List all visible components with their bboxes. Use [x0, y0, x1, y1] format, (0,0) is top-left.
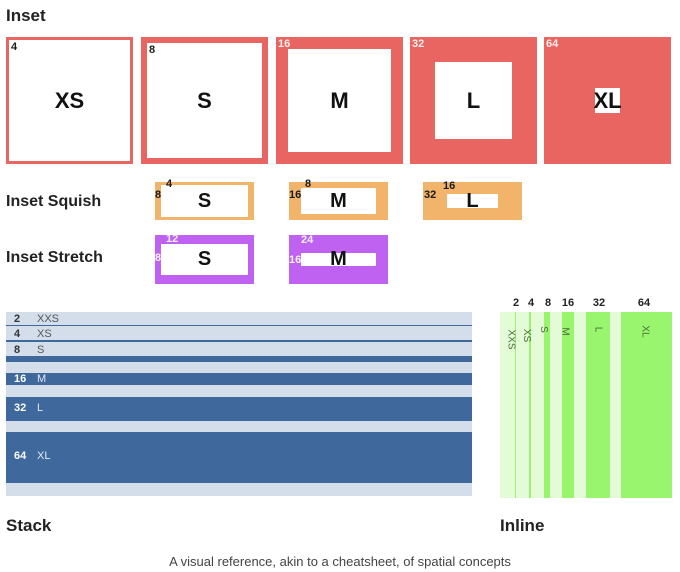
inset-box-xs: XS 4 [6, 37, 133, 164]
inline-name-xxs: XXS [505, 329, 517, 350]
stretch-content-m: M [301, 248, 376, 270]
inline-name-xs: XS [521, 328, 533, 343]
inline-name-m: M [559, 327, 571, 336]
stack-bar-m [6, 373, 472, 385]
stack-bar-s [6, 356, 472, 362]
squish-side-value-l: 32 [424, 189, 437, 201]
squish-content-l: L [447, 190, 498, 212]
inline-bar-xxs [515, 312, 516, 498]
stack-value-xxs: 2 [14, 313, 21, 325]
stack-name-xs: XS [37, 328, 52, 340]
stretch-side-value-s: 8 [155, 252, 162, 264]
inset-box-m: M 16 [276, 37, 403, 164]
squish-box-l: L 16 32 [423, 180, 522, 220]
inset-content-l: L [435, 62, 512, 139]
stack-value-l: 32 [14, 402, 27, 414]
stretch-side-value-m: 16 [289, 254, 302, 266]
figure-caption: A visual reference, akin to a cheatsheet… [169, 554, 511, 569]
inline-bar-l [586, 312, 610, 498]
inset-box-xl: XL 64 [544, 37, 671, 164]
squish-box-s: S 4 8 [155, 178, 254, 220]
inset-box-l: L 32 [410, 37, 537, 164]
stack-value-m: 16 [14, 373, 27, 385]
inline-panel: XXS XS S M L XL [500, 312, 672, 498]
inline-bar-m [562, 312, 574, 498]
stretch-box-m: M 24 16 [289, 235, 388, 284]
inline-value-s: 8 [544, 297, 552, 309]
inline-value-l: 32 [592, 297, 606, 309]
squish-box-m: M 8 16 [289, 178, 388, 220]
inline-name-xl: XL [639, 325, 651, 338]
stack-value-xs: 4 [14, 328, 21, 340]
squish-heading: Inset Squish [6, 193, 102, 210]
stretch-top-value-m: 24 [301, 234, 314, 246]
stack-name-xl: XL [37, 450, 51, 462]
stack-name-xxs: XXS [37, 313, 60, 325]
stack-value-s: 8 [14, 344, 21, 356]
inset-content-s: S [147, 43, 262, 158]
inset-heading: Inset [6, 6, 46, 25]
squish-side-value-m: 16 [289, 189, 302, 201]
inline-name-l: L [592, 326, 604, 333]
stack-bar-xxs [6, 325, 472, 326]
stack-name-l: L [37, 402, 44, 414]
inline-bar-xl [621, 312, 672, 498]
inset-content-m: M [288, 49, 391, 152]
stack-bar-l [6, 397, 472, 421]
squish-side-value-s: 8 [155, 189, 162, 201]
inset-value-l: 32 [412, 38, 425, 50]
inset-content-xl: XL [593, 87, 622, 113]
inline-value-xl: 64 [637, 297, 651, 309]
inset-value-xs: 4 [11, 41, 18, 53]
inline-value-m: 16 [561, 297, 575, 309]
squish-top-value-m: 8 [305, 178, 312, 190]
inset-value-xl: 64 [546, 38, 559, 50]
squish-content-s: S [161, 185, 248, 217]
inline-heading: Inline [500, 516, 545, 535]
inline-value-xs: 4 [527, 297, 535, 309]
inset-value-m: 16 [278, 38, 291, 50]
stack-name-s: S [37, 344, 45, 356]
inset-value-s: 8 [149, 44, 156, 56]
stretch-content-s: S [161, 244, 248, 275]
stack-value-xl: 64 [14, 450, 27, 462]
stack-bar-xl [6, 432, 472, 483]
squish-content-m: M [301, 188, 376, 214]
stack-name-m: M [37, 373, 47, 385]
inset-box-s: S 8 [141, 37, 268, 164]
inline-value-xxs: 2 [512, 297, 520, 309]
stretch-box-s: S 12 8 [155, 233, 254, 284]
inset-content-xs: XS [9, 40, 130, 161]
inline-bar-xs [529, 312, 531, 498]
stack-panel: 2 XXS 4 XS 8 S 16 M 32 L 64 XL [6, 312, 472, 496]
inline-name-s: S [537, 326, 549, 333]
stack-heading: Stack [6, 516, 52, 535]
stretch-top-value-s: 12 [166, 233, 179, 245]
squish-top-value-s: 4 [166, 178, 173, 190]
squish-top-value-l: 16 [443, 180, 456, 192]
stretch-heading: Inset Stretch [6, 249, 103, 266]
stack-bar-xs [6, 340, 472, 342]
inline-bar-s [544, 312, 550, 498]
